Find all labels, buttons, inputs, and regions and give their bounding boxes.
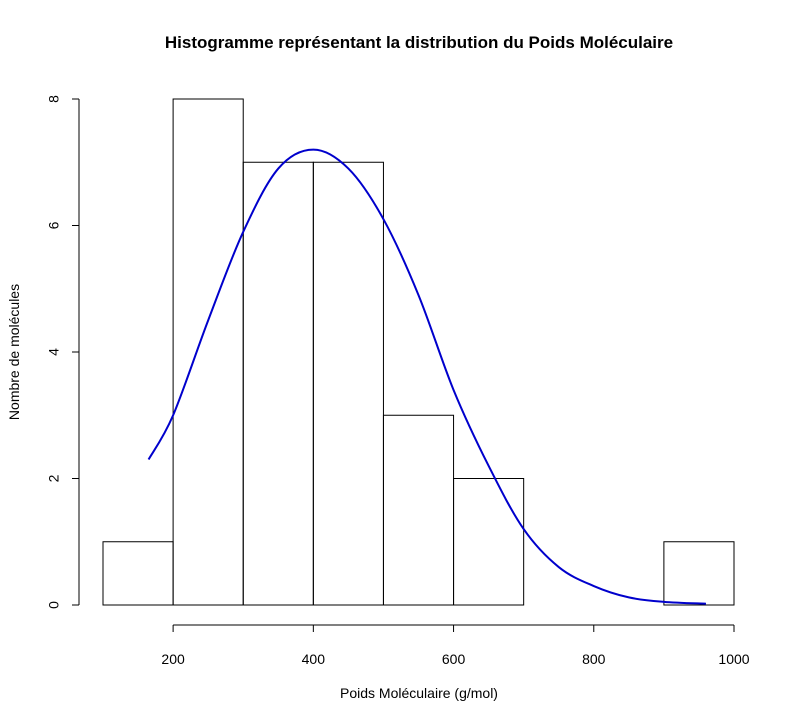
y-tick-label: 4 bbox=[46, 348, 62, 356]
x-tick-label: 800 bbox=[582, 651, 606, 667]
histogram-bar bbox=[172, 98, 244, 606]
x-tick-label: 600 bbox=[442, 651, 466, 667]
chart-title: Histogramme représentant la distribution… bbox=[165, 33, 673, 52]
histogram-bar bbox=[242, 161, 314, 606]
x-tick-label: 400 bbox=[302, 651, 326, 667]
y-tick-label: 8 bbox=[46, 95, 62, 103]
x-axis: 200 400 600 800 1000 bbox=[161, 624, 750, 667]
histogram-bar bbox=[102, 541, 174, 606]
histogram-bar bbox=[312, 161, 384, 606]
x-tick-label: 200 bbox=[161, 651, 185, 667]
density-curve bbox=[147, 148, 707, 605]
histogram-bar bbox=[663, 541, 735, 606]
y-tick-label: 6 bbox=[46, 221, 62, 229]
y-tick-label: 0 bbox=[46, 601, 62, 609]
y-axis-label: Nombre de molécules bbox=[6, 284, 22, 420]
histogram-bar bbox=[453, 478, 525, 606]
x-axis-label: Poids Moléculaire (g/mol) bbox=[340, 685, 498, 701]
y-axis: 0 2 4 6 8 bbox=[46, 95, 80, 609]
y-tick-label: 2 bbox=[46, 474, 62, 482]
histogram-bars bbox=[102, 98, 735, 606]
histogram-bar bbox=[382, 414, 455, 606]
x-tick-label: 1000 bbox=[718, 651, 749, 667]
